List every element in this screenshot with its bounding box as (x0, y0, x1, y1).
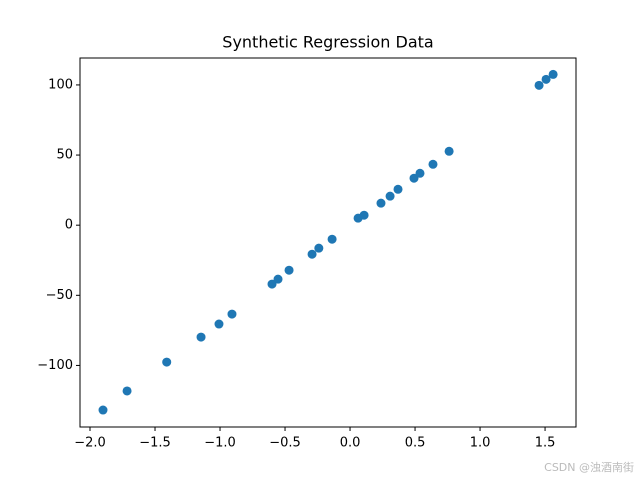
y-tick-label: 0 (65, 218, 73, 233)
point (393, 184, 403, 194)
y-tick-label: −100 (37, 358, 73, 373)
point (376, 198, 386, 208)
plot-frame (79, 57, 577, 428)
point (227, 309, 237, 319)
point (327, 234, 337, 244)
x-tick-label: 0.5 (405, 436, 426, 451)
point (122, 386, 132, 396)
point (541, 74, 551, 84)
point (428, 159, 438, 169)
x-tick-label: −1.0 (204, 436, 236, 451)
point (162, 357, 172, 367)
x-tick-label: 1.5 (535, 436, 556, 451)
point (98, 405, 108, 415)
point (534, 80, 544, 90)
point (385, 191, 395, 201)
x-tick-label: −1.5 (139, 436, 171, 451)
point (307, 249, 317, 259)
point (273, 274, 283, 284)
x-tick-label: −2.0 (74, 436, 106, 451)
point (444, 146, 454, 156)
point (284, 265, 294, 275)
point (415, 168, 425, 178)
point (267, 279, 277, 289)
chart-title: Synthetic Regression Data (222, 33, 433, 52)
point (548, 69, 558, 79)
point (409, 173, 419, 183)
x-tick-label: −0.5 (269, 436, 301, 451)
x-tick-label: 1.0 (470, 436, 491, 451)
point (314, 243, 324, 253)
x-tick-label: 0.0 (340, 436, 361, 451)
y-tick-label: 100 (48, 77, 73, 92)
y-tick-label: 50 (56, 148, 73, 163)
point (214, 319, 224, 329)
y-tick-label: −50 (46, 288, 73, 303)
point (359, 210, 369, 220)
watermark: CSDN @浊酒南街 (544, 460, 634, 474)
point (196, 332, 206, 342)
